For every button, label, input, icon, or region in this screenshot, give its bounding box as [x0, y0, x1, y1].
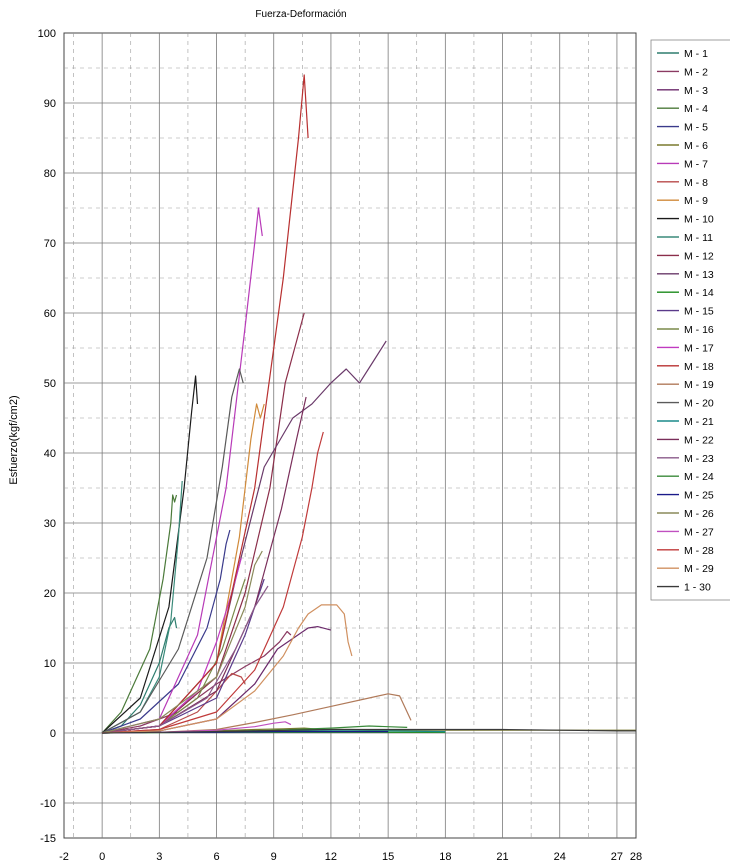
legend-label: M - 12 — [684, 250, 714, 262]
y-tick-label: 20 — [44, 588, 56, 600]
legend-label: 1 - 30 — [684, 582, 711, 594]
legend-label: M - 26 — [684, 508, 714, 520]
legend-label: M - 21 — [684, 416, 714, 428]
series-line-23 — [102, 585, 269, 734]
legend-label: M - 29 — [684, 563, 714, 575]
x-tick-label: 27 — [611, 851, 623, 863]
legend-label: M - 19 — [684, 379, 714, 391]
legend-label: M - 2 — [684, 66, 708, 78]
chart-title: Fuerza-Deformación — [255, 9, 346, 20]
series-line-29 — [102, 604, 353, 734]
series-line-4 — [101, 494, 178, 734]
y-axis-ticks: -15 -10 0 10 20 30 40 50 60 70 80 90 100 — [38, 28, 56, 845]
x-tick-label: 15 — [382, 851, 394, 863]
legend-label: M - 3 — [684, 85, 708, 97]
plot-frame — [63, 32, 637, 839]
y-tick-label: 60 — [44, 308, 56, 320]
legend-label: M - 13 — [684, 269, 714, 281]
legend-label: M - 6 — [684, 140, 708, 152]
legend-label: M - 17 — [684, 342, 714, 354]
y-tick-label: 100 — [38, 28, 56, 40]
x-tick-label: 12 — [325, 851, 337, 863]
series-line-28 — [102, 431, 324, 734]
legend-box — [650, 39, 730, 601]
legend-label: M - 1 — [684, 48, 708, 60]
legend-label: M - 22 — [684, 434, 714, 446]
legend-label: M - 25 — [684, 490, 714, 502]
x-tick-label: 28 — [630, 851, 642, 863]
legend-label: M - 15 — [684, 306, 714, 318]
plot-area — [63, 32, 637, 839]
legend-label: M - 28 — [684, 545, 714, 557]
y-tick-label: 70 — [44, 238, 56, 250]
series-line-26 — [101, 550, 263, 734]
series-line-2 — [101, 630, 292, 734]
legend-label: M - 9 — [684, 195, 708, 207]
legend: M - 1 M - 2 M - 3 M - 4 M - 5 M - 6 M - 7 M - 8… — [650, 39, 730, 601]
x-tick-label: 9 — [271, 851, 277, 863]
x-tick-label: 6 — [213, 851, 219, 863]
x-tick-label: 24 — [554, 851, 566, 863]
x-tick-label: 3 — [156, 851, 162, 863]
y-axis-label: Esfuerzo(kgf/cm2) — [8, 395, 20, 484]
legend-label: M - 7 — [684, 158, 708, 170]
y-tick-label: 0 — [50, 728, 56, 740]
series-line-7 — [101, 207, 263, 734]
y-tick-label: 10 — [44, 658, 56, 670]
series-line-20 — [101, 368, 244, 734]
x-tick-label: 0 — [99, 851, 105, 863]
legend-label: M - 20 — [684, 398, 714, 410]
legend-label: M - 4 — [684, 103, 708, 115]
legend-label: M - 11 — [684, 232, 713, 244]
y-tick-label: 40 — [44, 448, 56, 460]
legend-label: M - 23 — [684, 453, 714, 465]
series-group — [101, 74, 636, 734]
series-line-5 — [101, 529, 231, 734]
legend-label: M - 5 — [684, 122, 708, 134]
legend-label: M - 24 — [684, 471, 714, 483]
y-tick-label: 50 — [44, 378, 56, 390]
y-tick-label: 30 — [44, 518, 56, 530]
series-line-30 — [102, 728, 636, 734]
legend-label: M - 18 — [684, 361, 714, 373]
series-line-10 — [101, 375, 199, 734]
grid-lines — [64, 33, 636, 838]
y-tick-label: -15 — [40, 833, 56, 845]
x-tick-label: 18 — [439, 851, 451, 863]
y-tick-label: 80 — [44, 168, 56, 180]
legend-label: M - 27 — [684, 526, 714, 538]
legend-label: M - 16 — [684, 324, 714, 336]
x-tick-label: 21 — [496, 851, 508, 863]
y-tick-label: -10 — [40, 798, 56, 810]
legend-label: M - 8 — [684, 177, 708, 189]
series-line-18 — [102, 74, 309, 734]
legend-label: M - 10 — [684, 214, 714, 226]
x-tick-label: -2 — [59, 851, 69, 863]
x-axis-ticks: -2 0 3 6 9 12 15 18 21 24 27 28 — [59, 851, 642, 863]
legend-label: M - 14 — [684, 287, 714, 299]
y-tick-label: 90 — [44, 98, 56, 110]
